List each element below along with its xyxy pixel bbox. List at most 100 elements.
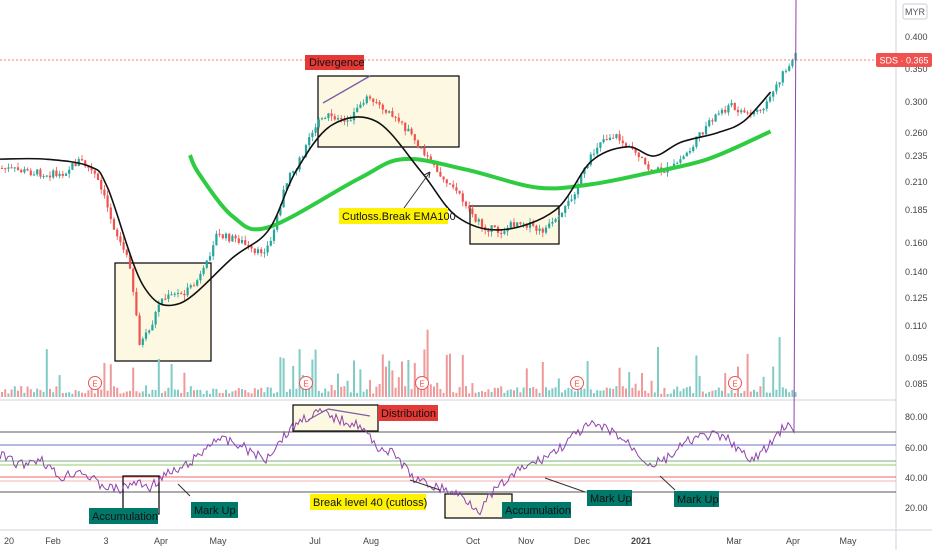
candle-body [266,245,269,253]
candle-body [196,280,199,286]
volume-bar [426,329,429,397]
volume-bar [49,388,51,397]
markup-label-3-bg [674,491,719,507]
candle-body [391,111,394,117]
candle-body [64,173,68,176]
volume-bar [762,376,765,397]
volume-bar [420,386,423,397]
candle-body [84,160,87,167]
volume-bar [349,392,352,397]
candle-body [781,71,784,83]
candle-body [356,107,359,112]
price-tick-label: 0.210 [905,177,928,187]
volume-bar [644,390,647,397]
volume-bar [87,390,90,397]
volume-bar [365,389,368,397]
volume-bar [151,389,154,397]
accum-label-1-bg [89,508,158,524]
volume-bar [609,388,611,397]
volume-bar [506,390,509,397]
candle-body [231,235,234,242]
candle-body [253,248,256,254]
volume-bar [327,391,330,397]
candle-body [96,173,100,180]
candle-body [164,298,167,300]
candle-body [596,147,599,154]
time-tick-label: 3 [103,536,108,546]
candle-body [791,59,794,67]
volume-bar [746,353,749,397]
candle-body [384,109,388,113]
rsi-levels [0,431,896,493]
candle-body [599,142,602,148]
volume-bar [570,388,573,397]
volume-bar [196,389,199,397]
volume-bar [519,392,522,397]
volume-bar [701,391,704,397]
earnings-marker[interactable] [728,376,742,390]
candle-body [487,230,490,232]
volume-bar [154,390,157,397]
candle-body [759,109,762,111]
candle-body [240,240,244,243]
candle-body [256,249,260,254]
earnings-marker[interactable] [299,376,313,390]
candle-body [109,207,112,220]
candle-body [772,91,775,97]
volume-bar [292,366,295,397]
volume-bar [794,392,797,397]
volume-bar [311,359,314,397]
candle-body [372,98,375,102]
candle-body [183,293,186,296]
volume-bar [541,361,544,397]
volume-bar [279,357,282,397]
volume-bar [74,390,77,397]
volume-bar [698,375,701,397]
volume-bar [529,387,531,397]
candle-body [288,172,292,184]
candle-body [727,105,730,113]
volume-bar [650,380,653,397]
earnings-marker[interactable] [570,376,584,390]
candle-body [212,245,215,257]
volume-bar [260,387,263,397]
candle-body [429,156,432,163]
volume-bar [314,349,317,397]
candle-body [445,179,448,184]
candle-body [58,173,61,177]
candle-body [285,183,288,190]
candle-body [426,155,429,157]
candle-body [167,294,170,299]
volume-bar [516,387,519,397]
candle-body [346,120,349,122]
candle-body [292,171,295,173]
candle-body [711,120,714,122]
candle-body [138,315,141,345]
rsi-tick-label: 40.00 [905,473,928,483]
candle-body [324,118,327,120]
candle-body [503,231,506,234]
volume-bar [458,387,461,397]
price-tick-label: 0.235 [905,151,928,161]
earnings-marker[interactable] [415,376,429,390]
candle-body [698,132,701,137]
candle-body [394,116,397,118]
candle-body [151,324,154,331]
volume-bar [199,390,202,397]
volume-bar [673,389,675,397]
volume-bar [573,391,576,397]
candle-body [336,118,340,120]
currency-badge [902,3,928,20]
candle-body [93,170,96,174]
volume-bar [583,388,586,397]
candle-body [576,184,580,195]
candle-body [311,132,314,138]
candle-body [480,219,484,228]
volume-bar [52,392,55,397]
earnings-marker[interactable] [88,376,102,390]
candle-body [733,103,736,110]
rsi-tick-label: 60.00 [905,443,928,453]
volume-bar [759,386,762,397]
candle-body [71,163,74,170]
volume-bar [637,390,640,397]
